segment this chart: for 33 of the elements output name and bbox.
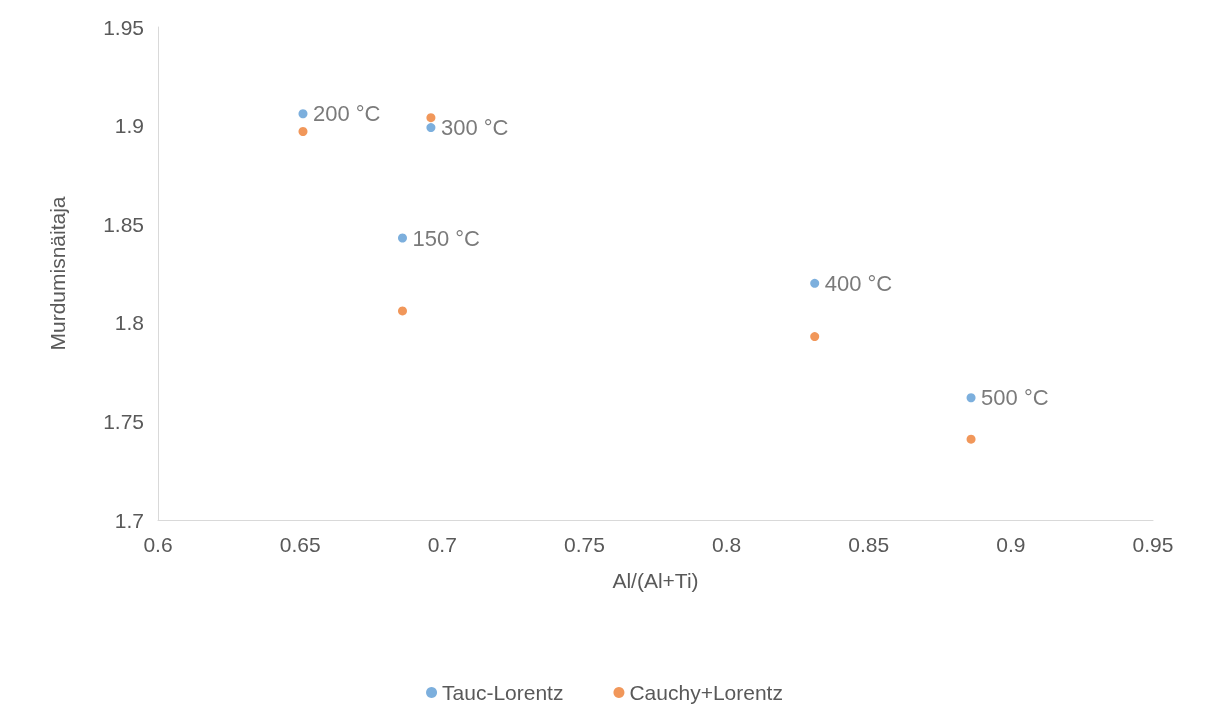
annotation: 500 °C [981, 385, 1049, 411]
point [298, 127, 308, 137]
y-axis-title: Murdumisnäitaja [46, 196, 69, 351]
point [426, 123, 436, 133]
y-tick-label: 1.75 [103, 409, 144, 433]
x-axis-title: Al/(Al+Ti) [612, 569, 699, 592]
x-tick-label: 0.6 [143, 533, 173, 556]
point [397, 233, 407, 243]
y-tick-label: 1.9 [114, 114, 144, 138]
point [397, 306, 407, 316]
annotation: 150 °C [412, 225, 481, 251]
x-tick-label: 0.75 [563, 533, 605, 556]
y-tick-label: 1.7 [114, 508, 144, 532]
annotation: 400 °C [824, 270, 893, 296]
point [966, 434, 976, 444]
x-tick-label: 0.9 [996, 533, 1026, 556]
point [426, 113, 436, 123]
point [810, 332, 820, 342]
point [966, 393, 976, 403]
x-tick-label: 0.85 [848, 533, 890, 556]
annotation: 300 °C [440, 115, 509, 141]
legend-label: Tauc-Lorentz [442, 681, 564, 704]
annotation: 200 °C [312, 101, 381, 127]
point [810, 278, 820, 288]
x-tick-label: 0.95 [1132, 533, 1174, 556]
y-tick-label: 1.8 [114, 311, 144, 335]
x-tick-label: 0.65 [279, 533, 321, 556]
y-tick-label: 1.85 [103, 212, 144, 236]
x-tick-label: 0.7 [427, 533, 457, 556]
legend-label: Cauchy+Lorentz [629, 681, 783, 704]
x-tick-label: 0.8 [711, 533, 742, 556]
y-tick-label: 1.95 [103, 15, 144, 39]
point [298, 109, 308, 119]
